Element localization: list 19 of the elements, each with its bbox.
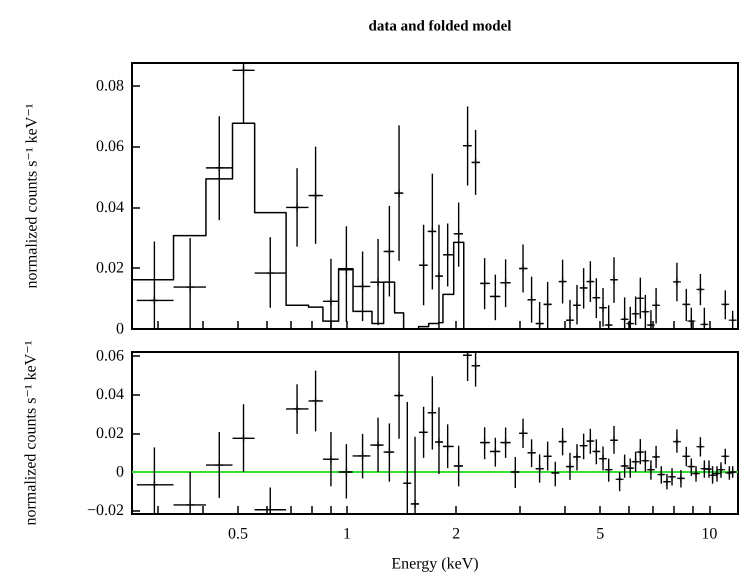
x-tick-label: 2 [452,526,460,542]
y-tick-label: 0.02 [96,260,124,277]
y-tick-label: 0.08 [96,77,124,94]
y-tick-label: 0.02 [96,424,124,442]
y-tick-label: 0.06 [96,347,124,364]
x-tick-label: 10 [701,526,718,542]
x-tick-label: 0.5 [228,526,248,542]
y-tick-label: 0.06 [96,138,124,156]
chart-title: data and folded model [368,18,512,34]
y-tick-label: 0.04 [96,386,124,404]
y-tick-label: 0.04 [96,198,124,216]
x-axis-title: Energy (keV) [391,556,479,572]
y-axis-title: normalized counts s⁻¹ keV⁻¹ [24,103,40,289]
y-tick-label: −0.02 [86,502,124,520]
x-tick-label: 1 [343,526,352,542]
x-tick-label: 5 [596,526,604,542]
y-tick-label: 0 [116,464,124,480]
y-axis-title: normalized counts s⁻¹ keV⁻¹ [22,340,40,526]
y-tick-label: 0 [116,320,124,338]
